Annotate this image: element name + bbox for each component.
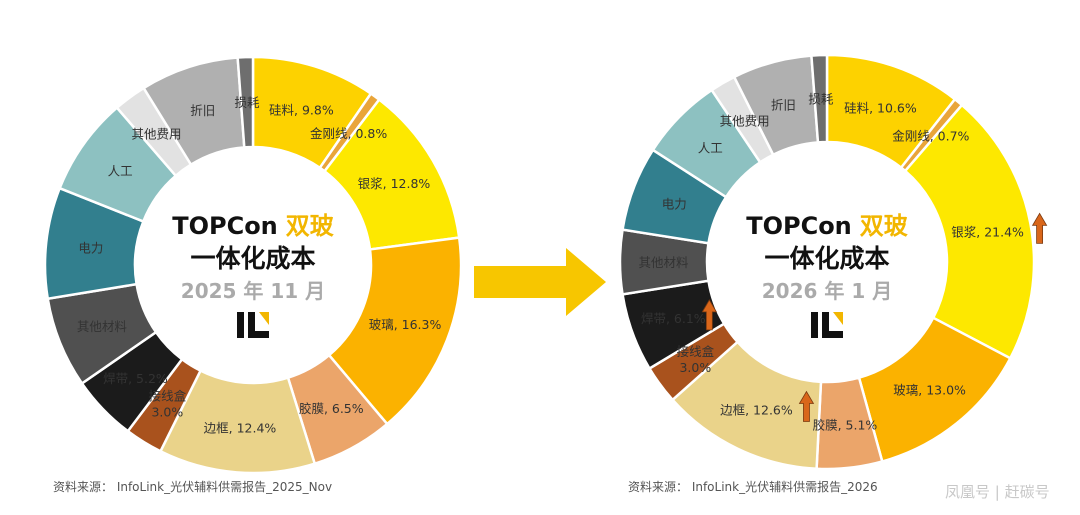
slice-label-11: 其他费用 (132, 127, 182, 142)
slice-label-1: 金刚线, 0.8% (310, 126, 387, 141)
up-arrow-icon-5 (798, 390, 815, 422)
center-title-line1: TOPCon 双玻 (172, 212, 335, 240)
slice-label-13: 损耗 (808, 92, 834, 107)
il-logo (811, 312, 843, 338)
slice-label-4: 胶膜, 5.1% (813, 418, 878, 433)
slice-label-7: 焊带, 5.2% (103, 371, 168, 386)
center-title-line2: 一体化成本 (190, 244, 315, 273)
watermark: 凤凰号 | 赶碳号 (945, 483, 1050, 501)
center-date: 2026 年 1 月 (762, 279, 892, 303)
center-title-line2: 一体化成本 (764, 244, 889, 273)
slice-label-11: 其他费用 (720, 114, 770, 129)
slice-label-0: 硅料, 9.8% (269, 102, 334, 117)
slice-label-8: 其他材料 (638, 255, 689, 270)
slice-label-10: 人工 (108, 164, 133, 179)
center-title-line1: TOPCon 双玻 (746, 212, 909, 240)
donut-slices (618, 53, 1036, 471)
slice-label-9: 电力 (78, 240, 103, 255)
source-note-left: 资料来源： InfoLink_光伏辅料供需报告_2025_Nov (53, 479, 332, 494)
il-logo (237, 312, 269, 338)
slice-label-13: 损耗 (234, 95, 260, 110)
up-arrow-icon-7 (701, 299, 718, 331)
donut-slice-13 (810, 53, 829, 144)
slice-label-1: 金刚线, 0.7% (892, 129, 969, 144)
slice-label-7: 焊带, 6.1% (641, 311, 706, 326)
slice-label-10: 人工 (698, 140, 723, 155)
slice-label-12: 折旧 (190, 103, 215, 118)
slice-label-3: 玻璃, 13.0% (893, 382, 966, 397)
donut-slice-13 (236, 55, 255, 149)
increase-arrows (701, 212, 1048, 422)
donut-slice-labels: 硅料, 10.6% 金刚线, 0.7% 银浆, 21.4% 玻璃, 13.0% 胶膜, … (638, 92, 1024, 433)
donut-slice-labels: 硅料, 9.8% 金刚线, 0.8% 银浆, 12.8% 玻璃, 16.3% 胶膜, 6… (77, 95, 442, 435)
slice-label-12: 折旧 (771, 97, 796, 112)
slice-label-4: 胶膜, 6.5% (299, 401, 364, 416)
donut-slice-2 (903, 103, 1036, 360)
center-date: 2025 年 11 月 (181, 279, 325, 303)
source-note-right: 资料来源： InfoLink_光伏辅料供需报告_2026 (628, 479, 878, 494)
slice-label-8: 其他材料 (77, 319, 128, 334)
slice-label-0: 硅料, 10.6% (844, 100, 917, 115)
slice-label-5: 边框, 12.6% (720, 402, 793, 417)
slice-label-9: 电力 (662, 197, 687, 212)
donut-slices (43, 55, 463, 475)
slice-label-6: 接线盒 3.0% (149, 389, 187, 420)
slice-label-5: 边框, 12.4% (204, 420, 277, 435)
slice-label-2: 银浆, 21.4% (951, 224, 1024, 239)
transition-arrow (474, 248, 606, 316)
up-arrow-icon-2 (1031, 212, 1048, 244)
donut-chart-2025-nov: 硅料, 9.8% 金刚线, 0.8% 银浆, 12.8% 玻璃, 16.3% 胶膜, 6… (43, 55, 463, 475)
slice-label-2: 银浆, 12.8% (358, 176, 431, 191)
donut-chart-2026-jan: 硅料, 10.6% 金刚线, 0.7% 银浆, 21.4% 玻璃, 13.0% 胶膜, … (618, 53, 1048, 471)
slice-label-6: 接线盒 3.0% (677, 344, 715, 375)
slice-label-3: 玻璃, 16.3% (369, 317, 442, 332)
